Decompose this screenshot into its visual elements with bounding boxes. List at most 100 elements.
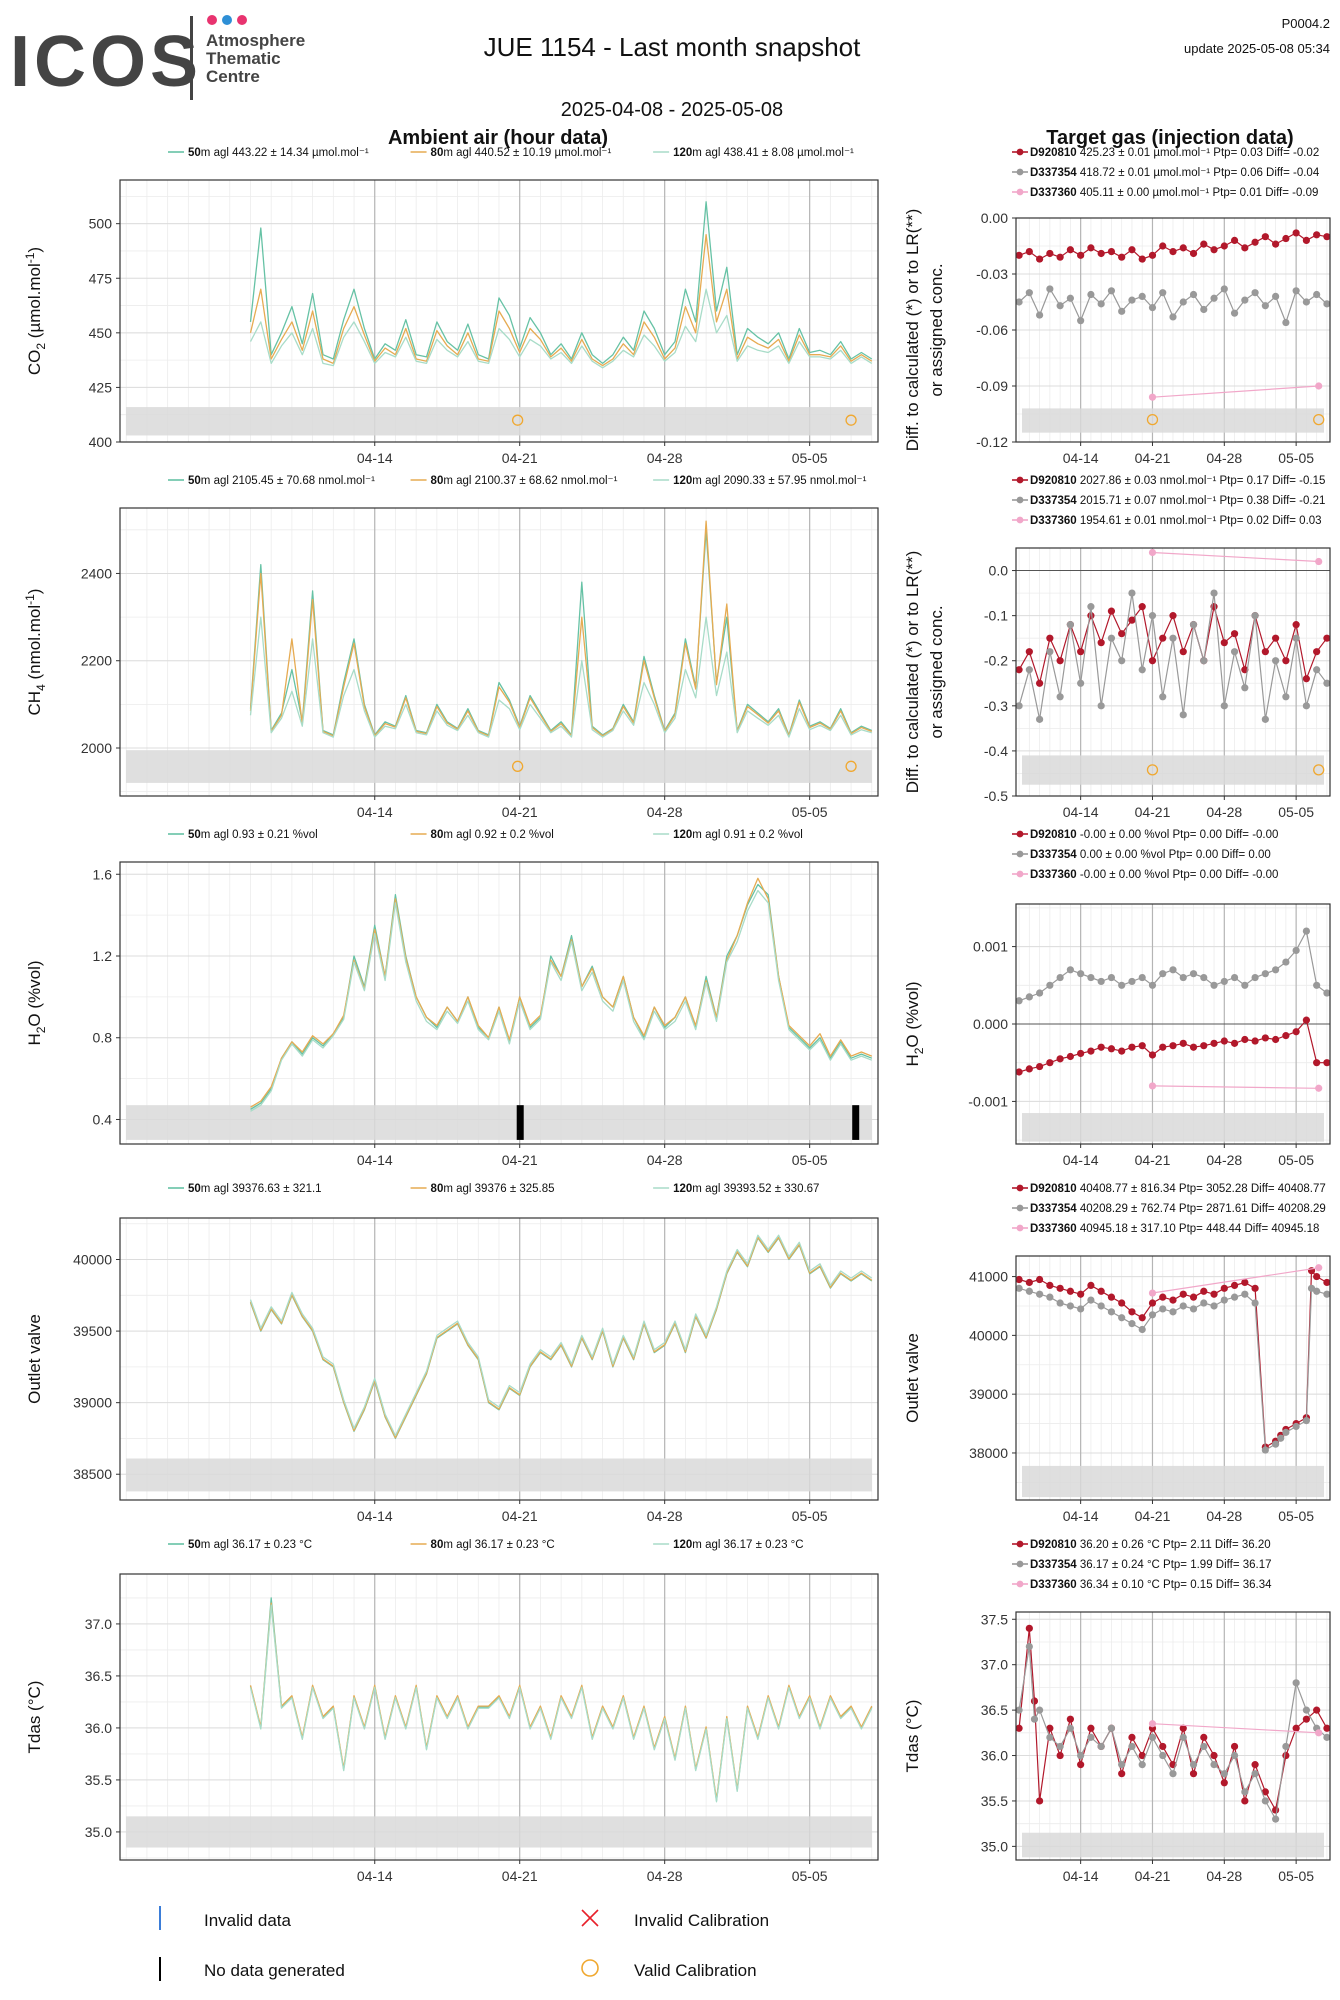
- data-point: [1046, 648, 1054, 656]
- x-tick-label: 05-05: [792, 804, 828, 820]
- valid-calibration-symbol: [581, 1959, 599, 1977]
- data-point: [1292, 1422, 1300, 1431]
- tdas-target-frame: [1015, 1611, 1331, 1861]
- data-point: [1230, 648, 1239, 656]
- data-point: [1302, 236, 1310, 244]
- data-point: [1107, 634, 1116, 642]
- charts-container: 400 425 450 475 500 04-14 04-21 04-28 05-05 CO2 (…: [23, 147, 1331, 1884]
- y-tick-label: 37.5: [981, 1611, 1008, 1627]
- calibration-band: [1022, 1113, 1324, 1142]
- logo-divider: [190, 16, 193, 100]
- data-point: [1220, 1284, 1228, 1292]
- tdas-target-series-1: [1015, 1642, 1331, 1823]
- data-point: [1251, 1761, 1259, 1769]
- data-point: [1015, 251, 1023, 259]
- valid-calibration-marker: [1313, 413, 1325, 426]
- legend-swatch-dot: [1016, 1540, 1024, 1548]
- section-title-ambient: Ambient air (hour data): [388, 127, 608, 149]
- data-point: [1241, 1290, 1249, 1298]
- data-point: [1200, 1299, 1208, 1307]
- data-point: [1159, 1751, 1167, 1760]
- legend-entry: D337354 40208.29 ± 762.74 Ptp= 2871.61 D…: [1030, 1203, 1326, 1215]
- data-point: [1241, 1035, 1249, 1044]
- data-point: [1036, 1290, 1044, 1298]
- data-point: [1169, 1296, 1177, 1304]
- legend-swatch-dot: [1016, 1184, 1024, 1192]
- date-range: 2025-04-08 - 2025-05-08: [561, 99, 783, 121]
- data-point: [1313, 1706, 1321, 1714]
- legend-swatch-dot: [1016, 168, 1024, 176]
- data-point: [1315, 382, 1323, 390]
- data-point: [1148, 251, 1157, 259]
- data-point: [1138, 292, 1146, 300]
- data-point: [1282, 318, 1290, 327]
- data-point: [1025, 248, 1033, 256]
- co2-target-series-1: [1015, 285, 1331, 327]
- y-tick-label: 1.2: [93, 948, 113, 964]
- outlet-target-series-1: [1015, 1284, 1331, 1454]
- x-tick-label: 04-14: [357, 1868, 393, 1884]
- h2o-ambient-panel: 0.4 0.8 1.2 1.6 04-14 04-21 04-28 05-05 H2O (%vo…: [25, 829, 879, 1168]
- valid-calibration-marker: [1146, 764, 1159, 776]
- data-point: [1077, 1290, 1085, 1298]
- y-axis-label: Tdas (°C): [903, 1700, 922, 1773]
- y-tick-label: 36.5: [85, 1668, 112, 1684]
- data-point: [1230, 1281, 1239, 1289]
- legend-swatch-dot: [1016, 1560, 1024, 1568]
- data-point: [1210, 981, 1218, 989]
- y-axis-label: Tdas (°C): [25, 1681, 44, 1754]
- legend-entry: D337360 1954.61 ± 0.01 nmol.mol⁻¹ Ptp= 0…: [1030, 515, 1322, 527]
- data-point: [1148, 1051, 1157, 1059]
- data-point: [1128, 1733, 1136, 1741]
- data-point: [1200, 1733, 1208, 1741]
- x-tick-label: 04-21: [502, 450, 538, 466]
- x-tick-label: 04-28: [1206, 1152, 1242, 1168]
- data-point: [1313, 981, 1321, 989]
- no-data-marker: [516, 1105, 524, 1140]
- ch4-target-series-1: [1015, 589, 1331, 723]
- x-tick-label: 04-28: [1206, 804, 1242, 820]
- x-tick-label: 05-05: [792, 1868, 828, 1884]
- legend-entry: 50m agl 0.93 ± 0.21 %vol: [188, 829, 318, 841]
- data-point: [1200, 240, 1208, 248]
- data-point: [1241, 1788, 1249, 1796]
- legend-entry: D337360 36.34 ± 0.10 °C Ptp= 0.15 Diff= …: [1030, 1579, 1272, 1591]
- y-axis-label-line-2: or assigned conc.: [927, 263, 946, 396]
- ch4-target-frame: [1015, 547, 1331, 797]
- y-tick-label: 1.6: [93, 866, 113, 882]
- x-tick-label: 04-14: [1063, 450, 1099, 466]
- x-tick-label: 04-14: [1063, 1868, 1099, 1884]
- tdas-target-series-2: [1148, 1720, 1323, 1737]
- valid-calibration-marker: [511, 760, 524, 772]
- invalid-calibration-symbol: [581, 1909, 599, 1927]
- data-point: [1272, 292, 1280, 300]
- data-point: [1313, 648, 1321, 656]
- co2-ambient-frame: [119, 179, 879, 443]
- data-point: [1210, 589, 1218, 597]
- data-point: [1315, 1729, 1323, 1737]
- data-point: [1066, 246, 1074, 254]
- data-point: [1261, 970, 1269, 978]
- data-point: [1315, 1264, 1323, 1272]
- data-point: [1128, 296, 1136, 304]
- data-point: [1097, 639, 1105, 647]
- y-tick-label: 475: [89, 270, 113, 286]
- data-point: [1087, 612, 1095, 620]
- calibration-band: [126, 750, 872, 783]
- data-point: [1046, 1059, 1054, 1067]
- legend-entry: D337354 418.72 ± 0.01 µmol.mol⁻¹ Ptp= 0.…: [1030, 167, 1320, 179]
- data-point: [1282, 657, 1290, 665]
- data-point: [1323, 989, 1331, 997]
- data-point: [1282, 234, 1290, 243]
- data-point: [1159, 693, 1167, 701]
- icos-logo: ICOS Atmosphere Thematic Centre: [10, 15, 305, 102]
- y-tick-label: 2400: [81, 565, 112, 581]
- outlet-target-series-2: [1148, 1264, 1323, 1297]
- data-point: [1025, 1287, 1033, 1295]
- data-point: [1087, 973, 1095, 982]
- series-line: [249, 520, 873, 737]
- legend-entry: 50m agl 36.17 ± 0.23 °C: [188, 1539, 312, 1551]
- data-point: [1189, 290, 1198, 299]
- x-tick-label: 04-28: [647, 450, 683, 466]
- data-point: [1220, 285, 1228, 293]
